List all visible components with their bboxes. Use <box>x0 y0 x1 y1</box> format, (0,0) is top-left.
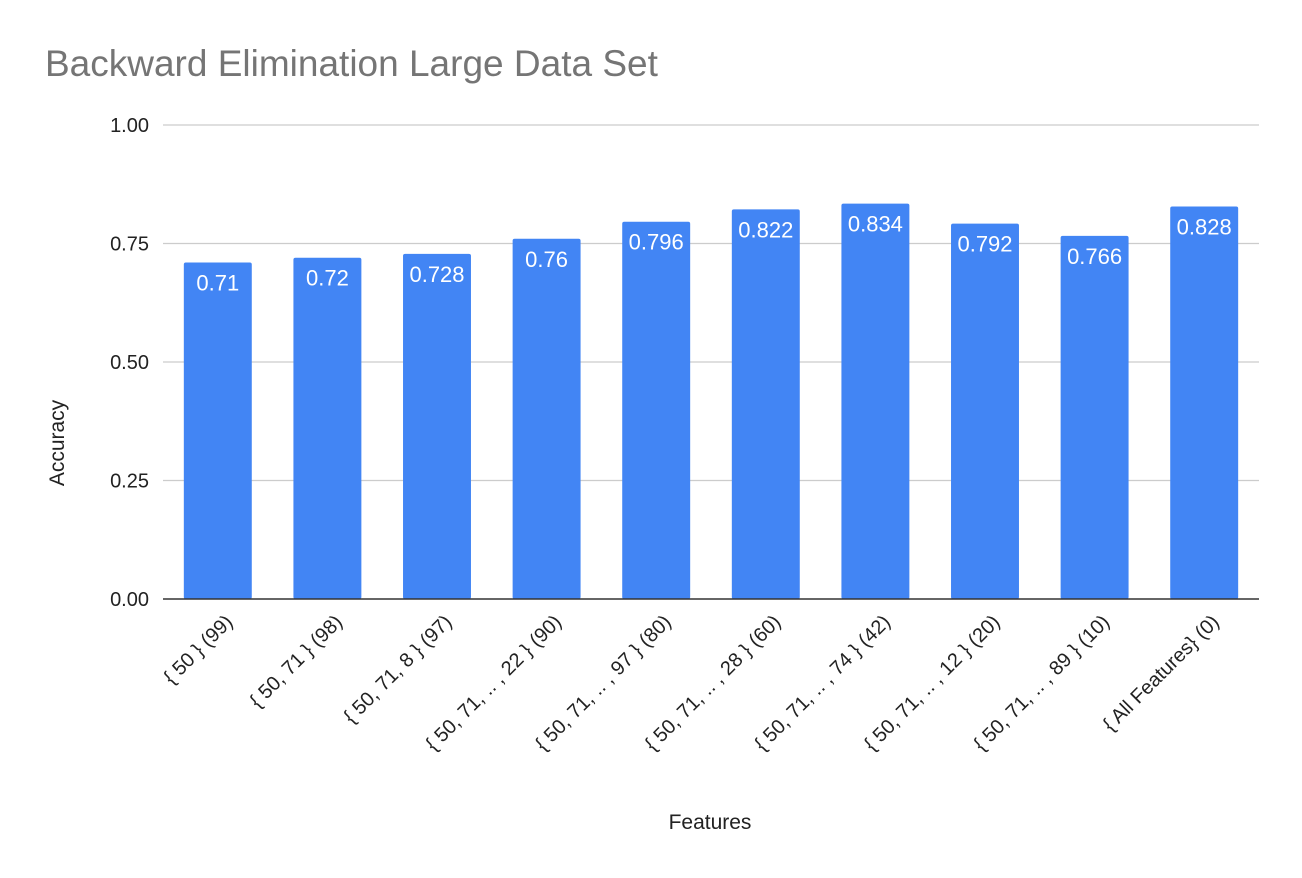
data-label: 0.76 <box>525 247 568 272</box>
data-labels: 0.71 0.72 0.728 0.76 0.796 0.822 0.834 0.792 0.7… <box>196 212 1231 296</box>
x-axis-title: Features <box>669 811 752 834</box>
chart-title: Backward Elimination Large Data Set <box>45 43 659 84</box>
y-tick-label: 0.00 <box>110 589 149 611</box>
x-axis-categories: { 50 } (99){ 50, 71 } (98){ 50, 71, 8 } … <box>160 611 1224 755</box>
y-axis-ticks: 0.00 0.25 0.50 0.75 1.00 <box>110 115 149 611</box>
data-label: 0.71 <box>196 270 239 295</box>
data-label: 0.828 <box>1177 215 1232 240</box>
data-label: 0.834 <box>848 212 903 237</box>
x-category-label: { All Features} (0) <box>1099 611 1224 736</box>
bar <box>512 238 581 599</box>
data-label: 0.792 <box>957 232 1012 257</box>
y-tick-label: 0.25 <box>110 471 149 493</box>
bar <box>951 223 1019 600</box>
bar <box>1060 235 1129 599</box>
bar <box>731 209 800 599</box>
bar <box>841 203 910 599</box>
data-label: 0.72 <box>306 266 349 291</box>
bars <box>183 203 1239 600</box>
x-category-label: { 50 } (99) <box>160 611 238 689</box>
x-category-label: { 50, 71 } (98) <box>246 611 347 712</box>
y-tick-label: 1.00 <box>110 115 149 137</box>
data-label: 0.766 <box>1067 244 1122 269</box>
data-label: 0.822 <box>738 217 793 242</box>
bar <box>1170 206 1239 599</box>
y-axis-title: Accuracy <box>46 399 69 486</box>
y-tick-label: 0.75 <box>110 234 149 256</box>
bar <box>403 253 471 600</box>
data-label: 0.728 <box>409 262 464 287</box>
x-category-label: { 50, 71, 8 } (97) <box>340 611 457 728</box>
bar <box>622 221 691 600</box>
bar <box>183 262 252 599</box>
y-tick-label: 0.50 <box>110 352 149 374</box>
bar <box>293 257 362 599</box>
data-label: 0.796 <box>629 230 684 255</box>
